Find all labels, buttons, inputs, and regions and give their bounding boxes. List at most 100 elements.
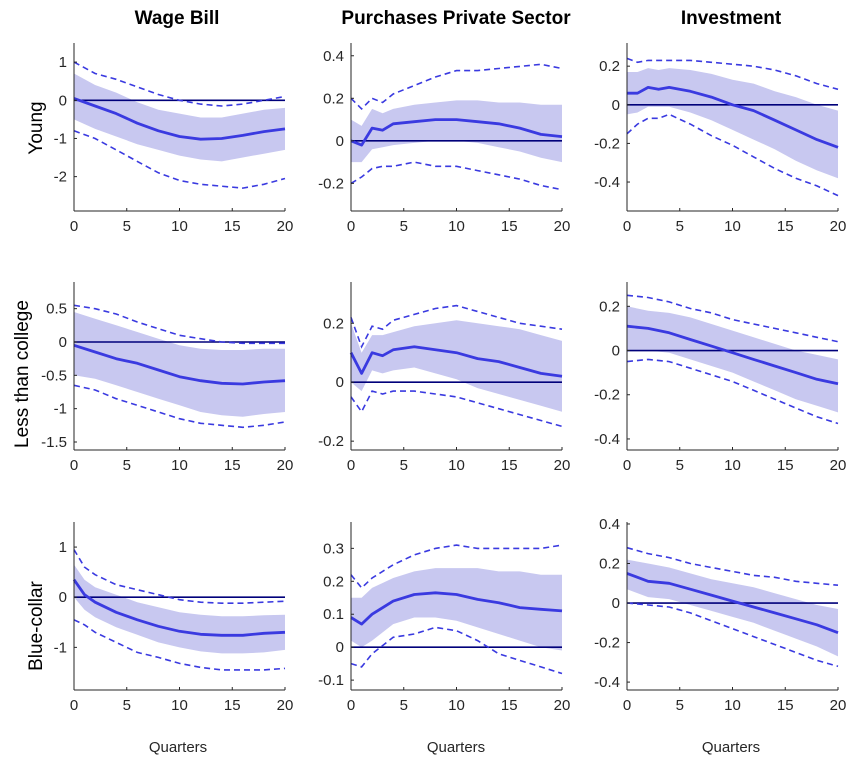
y-tick-label: 0 (59, 589, 67, 606)
estimate-line (73, 97, 286, 141)
x-tick-label: 15 (777, 697, 794, 714)
x-tick-label: 15 (224, 457, 241, 474)
column-title-purchases-private-sector: Purchases Private Sector (341, 8, 571, 29)
x-tick-label: 20 (554, 457, 571, 474)
x-tick-label: 20 (554, 697, 571, 714)
panel-r2-c1: 0 5 10 15 20 0.5 0 -0.5 -1 -1.5 (41, 282, 293, 474)
x-tick-label: 10 (171, 697, 188, 714)
y-tick-label: 0 (336, 374, 344, 391)
x-axis-label-col-1: Quarters (149, 739, 207, 756)
y-tick-label: -0.4 (594, 431, 620, 448)
panel-r3-c3: 0 5 10 15 20 0.4 0.2 0 -0.2 -0.4 (594, 516, 846, 714)
upper-bound-line (73, 304, 285, 345)
y-tick-label: -0.4 (594, 174, 620, 191)
x-tick-label: 20 (554, 218, 571, 235)
confidence-band (351, 320, 562, 412)
confidence-band (627, 68, 838, 179)
y-tick-label: 1 (59, 54, 67, 71)
x-tick-label: 20 (830, 457, 847, 474)
y-tick-label: 0.2 (599, 298, 620, 315)
x-tick-label: 0 (70, 697, 78, 714)
x-tick-label: 15 (777, 457, 794, 474)
x-tick-label: 0 (623, 697, 631, 714)
x-tick-label: 5 (676, 218, 684, 235)
estimate-line (350, 118, 563, 147)
row-labels: Young Less than college Blue-collar (12, 101, 47, 670)
column-title-investment: Investment (681, 8, 782, 29)
x-tick-label: 20 (277, 697, 294, 714)
x-tick-label: 15 (224, 218, 241, 235)
upper-bound-line (350, 304, 563, 349)
x-tick-label: 20 (830, 697, 847, 714)
x-axis-label-col-3: Quarters (702, 739, 760, 756)
y-tick-label: 0.4 (323, 48, 344, 65)
x-tick-label: 10 (171, 457, 188, 474)
y-tick-label: -1 (54, 401, 67, 418)
x-tick-label: 15 (777, 218, 794, 235)
estimate-line (349, 345, 563, 378)
x-tick-label: 0 (347, 218, 355, 235)
estimate-line (72, 578, 286, 637)
upper-bound-line (73, 61, 286, 107)
lower-bound-line (626, 602, 839, 668)
y-tick-label: -0.1 (318, 672, 344, 689)
x-tick-label: 5 (400, 218, 408, 235)
y-tick-label: -0.2 (594, 387, 620, 404)
y-tick-label: 0.3 (323, 540, 344, 557)
estimate-line (350, 591, 563, 626)
lower-bound-line (350, 626, 563, 675)
y-tick-label: 0.1 (323, 606, 344, 623)
x-tick-label: 10 (448, 457, 465, 474)
x-tick-label: 0 (623, 218, 631, 235)
x-tick-label: 5 (400, 697, 408, 714)
y-tick-label: -0.2 (318, 433, 344, 450)
confidence-band (74, 73, 285, 162)
y-tick-label: -1 (54, 130, 67, 147)
upper-bound-line (350, 544, 563, 590)
y-tick-label: 0.2 (599, 556, 620, 573)
x-tick-label: 20 (830, 218, 847, 235)
y-tick-label: -1 (54, 639, 67, 656)
x-tick-label: 10 (724, 457, 741, 474)
panel-r2-c3: 0 5 10 15 20 0.2 0 -0.2 -0.4 (594, 282, 846, 474)
x-tick-label: 5 (400, 457, 408, 474)
x-tick-label: 0 (347, 697, 355, 714)
x-tick-label: 5 (123, 218, 131, 235)
x-tick-label: 5 (676, 697, 684, 714)
x-tick-label: 10 (171, 218, 188, 235)
upper-bound-line (350, 63, 563, 111)
column-title-wage-bill: Wage Bill (135, 8, 220, 29)
y-tick-label: 0 (59, 334, 67, 351)
estimate-line (626, 572, 839, 635)
lower-bound-line (626, 113, 839, 197)
row-label-less-than-college: Less than college (12, 300, 33, 448)
y-tick-label: -0.2 (594, 635, 620, 652)
x-tick-label: 15 (501, 697, 518, 714)
lower-bound-line (626, 358, 839, 425)
y-tick-label: 0.5 (46, 301, 67, 318)
x-tick-label: 0 (70, 457, 78, 474)
y-tick-label: 0 (336, 639, 344, 656)
upper-bound-line (626, 57, 839, 91)
x-tick-label: 5 (123, 697, 131, 714)
row-label-young: Young (26, 101, 47, 154)
y-tick-label: 0.2 (323, 315, 344, 332)
y-tick-label: -0.5 (41, 367, 67, 384)
x-tick-label: 0 (70, 218, 78, 235)
panel-r1-c3: 0 5 10 15 20 0.2 0 -0.2 -0.4 (594, 43, 846, 235)
column-titles: Wage Bill Purchases Private Sector Inves… (135, 8, 782, 29)
x-tick-label: 15 (501, 218, 518, 235)
y-tick-label: 0.2 (323, 573, 344, 590)
y-tick-label: 0.4 (599, 516, 620, 533)
x-tick-label: 0 (623, 457, 631, 474)
x-tick-label: 20 (277, 218, 294, 235)
y-tick-label: -2 (54, 169, 67, 186)
y-tick-label: -1.5 (41, 434, 67, 451)
panel-r3-c2: 0 5 10 15 200.30.20.10-0.1 (318, 522, 570, 714)
x-tick-label: 15 (501, 457, 518, 474)
y-tick-label: 0.2 (323, 90, 344, 107)
y-tick-label: 0 (59, 92, 67, 109)
x-tick-label: 10 (724, 697, 741, 714)
